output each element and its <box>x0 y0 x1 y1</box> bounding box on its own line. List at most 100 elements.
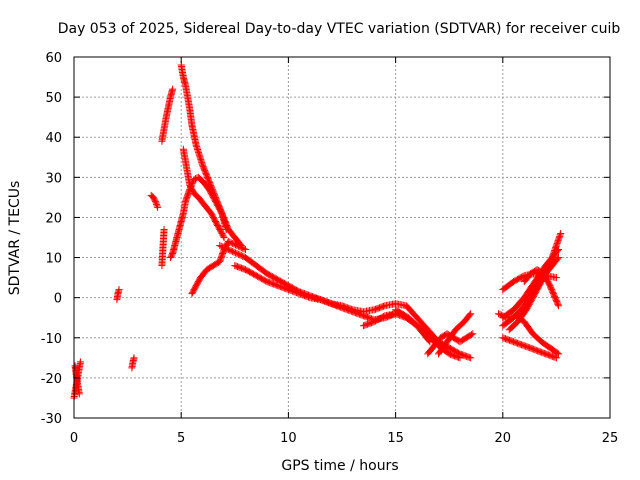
axis-ticks <box>73 56 611 419</box>
data-point <box>467 354 475 362</box>
chart-title: Day 053 of 2025, Sidereal Day-to-day VTE… <box>58 21 621 37</box>
y-tick-label: -20 <box>41 372 62 387</box>
data-point <box>219 232 227 240</box>
data-point <box>426 338 434 346</box>
data-point <box>226 246 234 254</box>
data-point <box>151 196 159 204</box>
series-t7 <box>158 85 177 145</box>
data-point <box>239 252 247 260</box>
y-tick-label: 30 <box>45 171 62 186</box>
data-point <box>151 197 159 205</box>
data-point <box>469 330 477 338</box>
data-point <box>554 300 562 308</box>
series-t11 <box>188 238 250 298</box>
data-point <box>519 272 527 280</box>
data-point <box>467 331 475 339</box>
data-point <box>380 302 388 310</box>
data-point <box>553 349 561 357</box>
x-tick-label: 10 <box>280 431 297 446</box>
data-point <box>230 240 238 248</box>
data-point <box>234 242 242 250</box>
data-point <box>233 250 241 258</box>
data-point <box>499 312 507 320</box>
data-point <box>557 229 565 237</box>
data-point <box>380 312 388 320</box>
data-point <box>555 254 563 262</box>
data-point <box>224 238 232 246</box>
y-tick-label: 0 <box>54 292 62 307</box>
series-t10 <box>179 145 228 241</box>
data-point <box>495 310 503 318</box>
plot-frame <box>73 56 611 419</box>
data-point <box>233 242 241 250</box>
data-point <box>455 353 463 361</box>
tick-labels: 0 5 10 15 20 25 -30 -20 -10 0 10 20 30 40 50 60 <box>41 51 619 446</box>
data-point <box>160 225 168 233</box>
series-t17 <box>434 310 475 358</box>
data-point <box>551 353 559 361</box>
data-point <box>220 244 228 252</box>
data-point <box>226 238 234 246</box>
series-t4 <box>128 354 138 372</box>
data-point <box>232 241 240 249</box>
series-t9 <box>177 61 245 250</box>
data-point <box>240 245 248 253</box>
data-point <box>555 350 563 358</box>
y-tick-label: 10 <box>45 252 62 267</box>
data-point <box>554 255 562 263</box>
data-point <box>229 240 237 248</box>
x-tick-label: 15 <box>387 431 404 446</box>
data-point <box>242 246 250 254</box>
data-marks <box>70 61 565 402</box>
x-axis-label: GPS time / hours <box>281 458 398 474</box>
y-tick-label: -10 <box>41 332 62 347</box>
data-point <box>227 247 235 255</box>
data-point <box>552 274 560 282</box>
x-tick-label: 5 <box>177 431 185 446</box>
data-point <box>425 337 433 345</box>
data-point <box>223 245 231 253</box>
data-point <box>229 248 237 256</box>
data-point <box>555 302 563 310</box>
data-point <box>153 202 161 210</box>
data-point <box>239 244 247 252</box>
data-point <box>75 390 83 398</box>
data-point <box>115 286 123 294</box>
series-t6 <box>158 225 168 270</box>
data-point <box>227 239 235 247</box>
data-point <box>237 252 245 260</box>
data-point <box>219 243 227 251</box>
y-tick-label: 60 <box>45 51 62 66</box>
data-point <box>456 354 464 362</box>
data-point <box>216 242 224 250</box>
series-t3 <box>113 286 123 304</box>
data-point <box>169 85 177 93</box>
data-point <box>466 311 474 319</box>
series-t23 <box>505 229 565 334</box>
x-tick-label: 25 <box>602 431 619 446</box>
data-point <box>152 199 160 207</box>
data-point <box>496 310 504 318</box>
data-point <box>230 248 238 256</box>
data-point <box>130 354 138 362</box>
data-point <box>236 251 244 259</box>
y-tick-label: 40 <box>45 131 62 146</box>
data-point <box>237 244 245 252</box>
y-axis-label: SDTVAR / TECUs <box>7 181 23 296</box>
data-point <box>234 250 242 258</box>
data-point <box>497 311 505 319</box>
data-point <box>224 246 232 254</box>
y-tick-label: 50 <box>45 91 62 106</box>
series-t15 <box>392 306 434 346</box>
data-point <box>467 310 475 318</box>
data-point <box>232 249 240 257</box>
data-point <box>220 234 228 241</box>
data-point <box>500 312 508 320</box>
data-point <box>222 244 230 252</box>
series-t19 <box>499 334 560 362</box>
y-tick-label: 20 <box>45 211 62 226</box>
data-point <box>305 293 312 301</box>
data-point <box>236 243 244 251</box>
data-point <box>347 305 355 313</box>
